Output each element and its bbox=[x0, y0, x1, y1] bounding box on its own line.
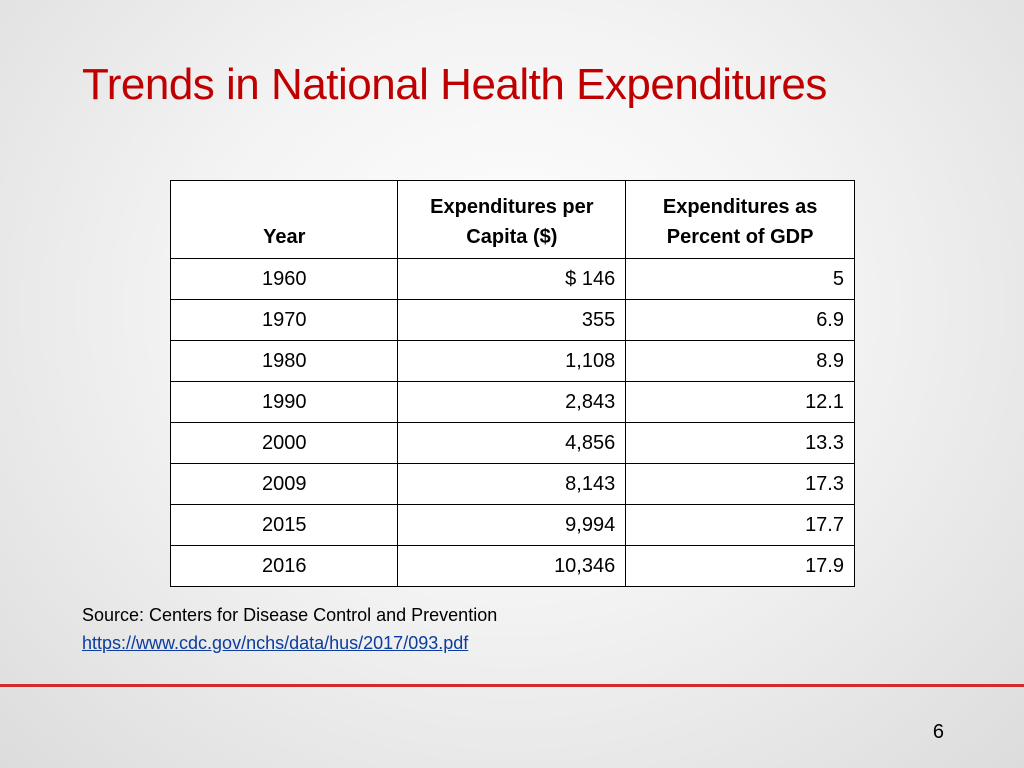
header-gdp-line2: Percent of GDP bbox=[666, 226, 814, 248]
header-per-capita-line1: Expenditures per bbox=[430, 196, 594, 218]
cell-year: 2009 bbox=[169, 463, 399, 505]
footer-divider bbox=[0, 684, 1024, 687]
cell-per-capita: 8,143 bbox=[397, 463, 627, 505]
header-year-label: Year bbox=[263, 226, 306, 248]
cell-per-capita: 4,856 bbox=[397, 422, 627, 464]
cell-per-capita: 355 bbox=[397, 299, 627, 341]
header-per-capita: Expenditures per Capita ($) bbox=[397, 180, 627, 259]
cell-gdp-percent: 8.9 bbox=[625, 340, 855, 382]
cell-gdp-percent: 17.9 bbox=[625, 545, 855, 587]
header-gdp-percent: Expenditures as Percent of GDP bbox=[625, 180, 855, 259]
cell-year: 1990 bbox=[169, 381, 399, 423]
expenditures-table: Year Expenditures per Capita ($) Expendi… bbox=[169, 180, 855, 587]
header-gdp-line1: Expenditures as bbox=[662, 196, 818, 218]
source-note: Source: Centers for Disease Control and … bbox=[82, 601, 497, 657]
table-row: 2016 10,346 17.9 bbox=[169, 545, 855, 587]
cell-year: 1980 bbox=[169, 340, 399, 382]
cell-per-capita: $ 146 bbox=[397, 258, 627, 300]
table-row: 2015 9,994 17.7 bbox=[169, 504, 855, 546]
page-number: 6 bbox=[932, 721, 944, 743]
cell-gdp-percent: 13.3 bbox=[625, 422, 855, 464]
header-per-capita-line2: Capita ($) bbox=[466, 226, 558, 248]
cell-gdp-percent: 17.7 bbox=[625, 504, 855, 546]
cell-gdp-percent: 5 bbox=[625, 258, 855, 300]
table-row: 2009 8,143 17.3 bbox=[169, 463, 855, 505]
table-row: 2000 4,856 13.3 bbox=[169, 422, 855, 464]
cell-per-capita: 9,994 bbox=[397, 504, 627, 546]
source-text: Source: Centers for Disease Control and … bbox=[82, 605, 498, 625]
header-year: Year bbox=[169, 180, 399, 259]
cell-gdp-percent: 6.9 bbox=[625, 299, 855, 341]
cell-gdp-percent: 12.1 bbox=[625, 381, 855, 423]
cell-gdp-percent: 17.3 bbox=[625, 463, 855, 505]
table-row: 1980 1,108 8.9 bbox=[169, 340, 855, 382]
cell-per-capita: 1,108 bbox=[397, 340, 627, 382]
cell-per-capita: 2,843 bbox=[397, 381, 627, 423]
table-row: 1990 2,843 12.1 bbox=[169, 381, 855, 423]
table-header-row: Year Expenditures per Capita ($) Expendi… bbox=[169, 180, 855, 259]
table-row: 1970 355 6.9 bbox=[169, 299, 855, 341]
cell-year: 2016 bbox=[169, 545, 399, 587]
source-link[interactable]: https://www.cdc.gov/nchs/data/hus/2017/0… bbox=[82, 633, 469, 653]
cell-year: 1960 bbox=[169, 258, 399, 300]
slide-title: Trends in National Health Expenditures bbox=[82, 60, 827, 109]
table-row: 1960 $ 146 5 bbox=[169, 258, 855, 300]
cell-per-capita: 10,346 bbox=[397, 545, 627, 587]
cell-year: 1970 bbox=[169, 299, 399, 341]
cell-year: 2000 bbox=[169, 422, 399, 464]
cell-year: 2015 bbox=[169, 504, 399, 546]
